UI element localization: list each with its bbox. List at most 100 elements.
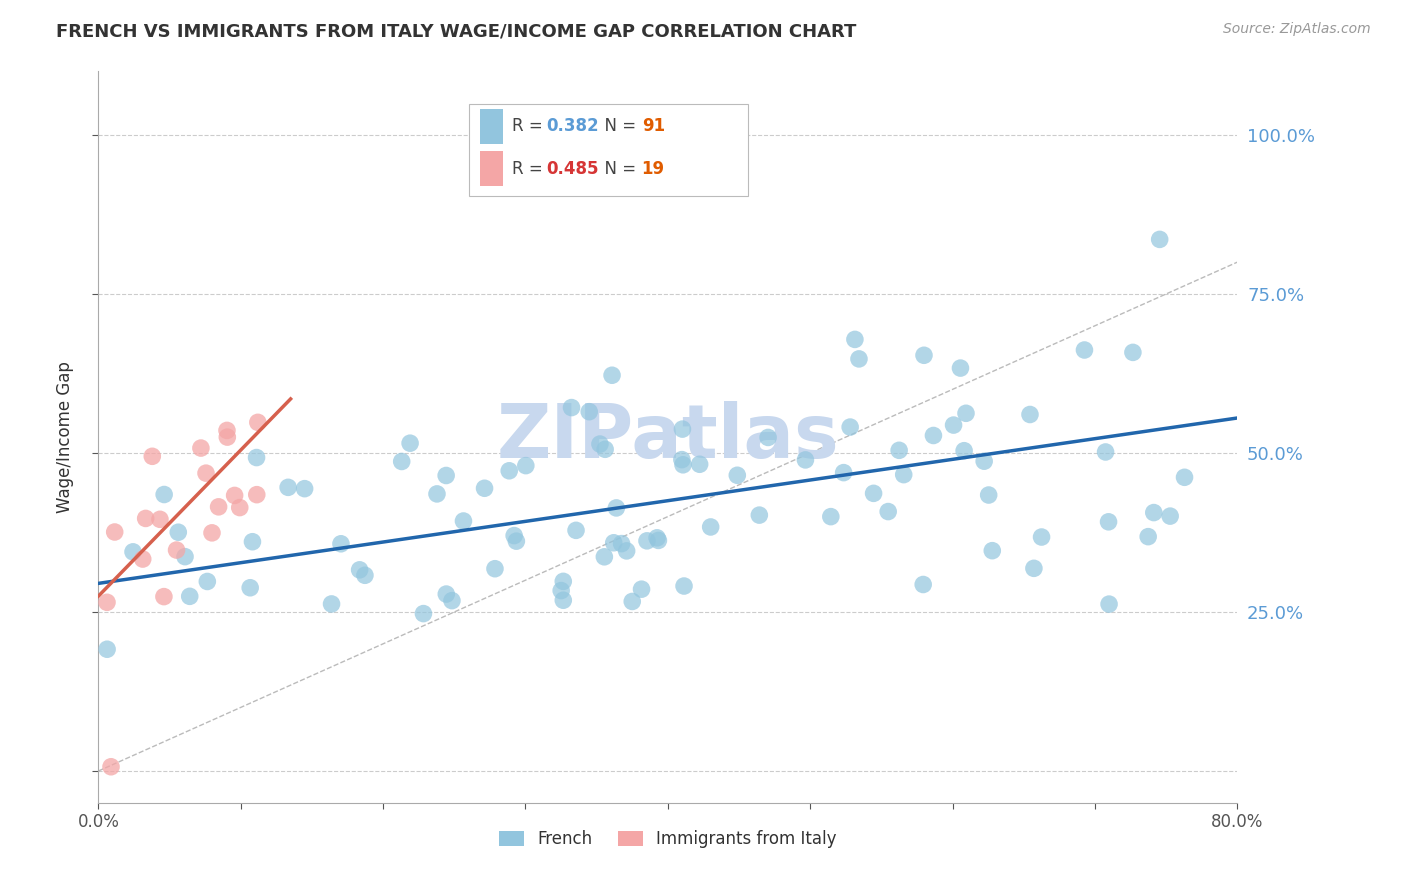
Point	[1094, 445, 1116, 459]
Point	[391, 454, 413, 468]
Point	[550, 583, 572, 598]
Text: N =: N =	[593, 117, 641, 136]
Text: 91: 91	[641, 117, 665, 136]
Point	[820, 509, 842, 524]
Text: N =: N =	[593, 160, 641, 178]
Point	[981, 543, 1004, 558]
Point	[893, 467, 915, 482]
Point	[195, 574, 218, 589]
Point	[877, 505, 900, 519]
Point	[104, 524, 127, 539]
Point	[224, 488, 246, 502]
Point	[1022, 561, 1045, 575]
Point	[565, 524, 588, 538]
Point	[453, 514, 475, 528]
Point	[725, 468, 748, 483]
Point	[474, 481, 496, 495]
Text: FRENCH VS IMMIGRANTS FROM ITALY WAGE/INCOME GAP CORRELATION CHART: FRENCH VS IMMIGRANTS FROM ITALY WAGE/INC…	[56, 22, 856, 40]
Point	[578, 405, 600, 419]
Point	[1137, 530, 1160, 544]
Point	[1159, 509, 1181, 524]
Text: ZIPatlas: ZIPatlas	[496, 401, 839, 474]
Point	[246, 488, 269, 502]
Point	[848, 351, 870, 366]
Point	[621, 594, 644, 608]
Point	[246, 415, 269, 429]
Point	[844, 333, 866, 347]
Point	[839, 420, 862, 434]
Point	[949, 361, 972, 376]
Point	[132, 552, 155, 566]
Point	[330, 537, 353, 551]
Point	[503, 528, 526, 542]
Point	[207, 500, 229, 514]
Point	[1073, 343, 1095, 357]
Point	[603, 535, 626, 549]
Point	[122, 545, 145, 559]
Point	[434, 587, 457, 601]
Point	[321, 597, 343, 611]
Point	[553, 574, 575, 589]
FancyBboxPatch shape	[468, 104, 748, 195]
Point	[699, 520, 721, 534]
Point	[1031, 530, 1053, 544]
Point	[239, 581, 262, 595]
Point	[889, 443, 911, 458]
Point	[179, 590, 201, 604]
Point	[1098, 597, 1121, 611]
Point	[426, 487, 449, 501]
Point	[593, 442, 616, 457]
Point	[96, 642, 118, 657]
Point	[645, 531, 668, 545]
Point	[440, 593, 463, 607]
Point	[593, 549, 616, 564]
Point	[149, 512, 172, 526]
Point	[153, 590, 176, 604]
Point	[589, 437, 612, 451]
Point	[973, 454, 995, 468]
Point	[756, 430, 779, 444]
Point	[242, 534, 264, 549]
Bar	[479, 151, 503, 186]
Point	[912, 348, 935, 362]
Point	[434, 468, 457, 483]
Point	[201, 525, 224, 540]
Point	[832, 466, 855, 480]
Point	[671, 452, 693, 467]
Point	[553, 593, 575, 607]
Point	[671, 422, 693, 436]
Point	[195, 466, 218, 480]
Point	[673, 579, 696, 593]
Bar	[479, 109, 503, 144]
Text: R =: R =	[512, 117, 548, 136]
Point	[794, 453, 817, 467]
Point	[1173, 470, 1195, 484]
Text: 0.485: 0.485	[546, 160, 599, 178]
Point	[484, 562, 506, 576]
Point	[689, 457, 711, 471]
Point	[229, 500, 252, 515]
Point	[560, 401, 582, 415]
Point	[1122, 345, 1144, 359]
Point	[647, 533, 669, 548]
Point	[1149, 232, 1171, 246]
Point	[294, 482, 316, 496]
Point	[515, 458, 537, 473]
Point	[135, 511, 157, 525]
Text: 0.382: 0.382	[546, 117, 599, 136]
Point	[1143, 506, 1166, 520]
Point	[912, 577, 935, 591]
Point	[215, 424, 238, 438]
Point	[636, 533, 658, 548]
Point	[174, 549, 197, 564]
Point	[953, 443, 976, 458]
Point	[217, 430, 239, 444]
Point	[605, 500, 627, 515]
Point	[977, 488, 1000, 502]
Point	[610, 536, 633, 550]
Point	[166, 543, 188, 558]
Point	[862, 486, 884, 500]
Point	[672, 458, 695, 472]
Text: Source: ZipAtlas.com: Source: ZipAtlas.com	[1223, 22, 1371, 37]
Point	[190, 441, 212, 455]
